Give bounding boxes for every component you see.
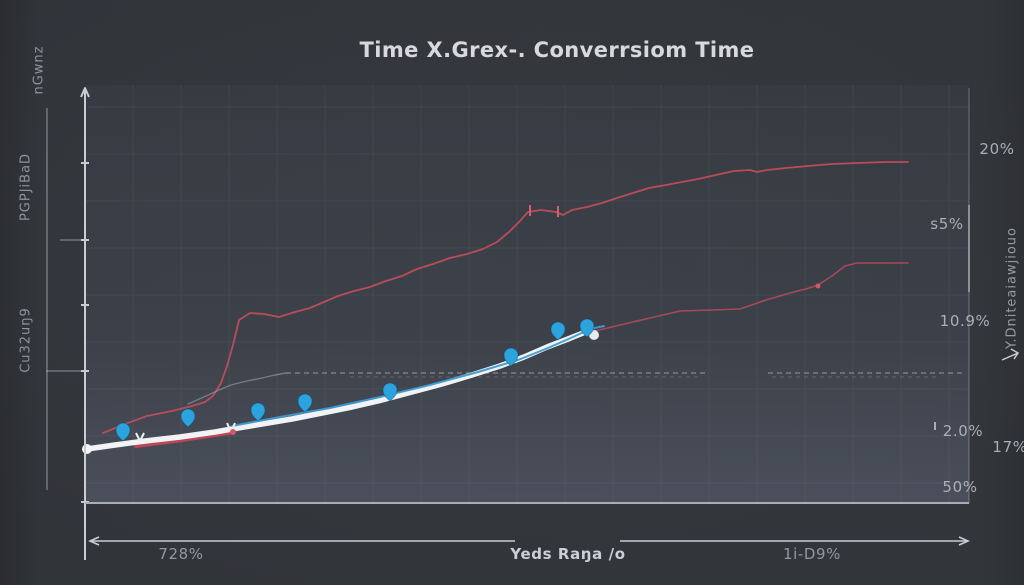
x-axis-label: Yeds Raŋa /o <box>510 545 626 563</box>
bottom-tick-label: 728% <box>158 545 204 563</box>
right-tick-label: 2.0% <box>942 422 984 440</box>
y-axis-right-label: Y.Dniteaiawjiouo <box>1004 227 1020 349</box>
chart-title: Time X.Grex-. Converrsiom Time <box>359 38 755 62</box>
pin-marker-icon <box>297 393 313 413</box>
left-axis-label: Cu32uŋ9 <box>18 307 34 373</box>
right-tick-label: 50% <box>942 478 978 496</box>
left-axis-label: PGPJiBaD <box>18 152 34 222</box>
right-tick-label: 10.9% <box>939 312 991 330</box>
pin-marker-icon <box>503 347 519 367</box>
pin-marker-icon <box>382 382 398 402</box>
bottom-tick-label: 1i-D9% <box>782 545 842 563</box>
right-tick-label: 20% <box>979 140 1015 158</box>
pin-marker-icon <box>115 422 131 442</box>
left-axis-label: nGwnz <box>31 45 47 95</box>
right-tick-label: 17% <box>992 438 1024 456</box>
pin-marker-icon <box>550 321 566 341</box>
pin-marker-icon <box>250 402 266 422</box>
pin-marker-icon <box>579 318 595 338</box>
right-tick-label: s5% <box>930 215 964 233</box>
pin-marker-icon <box>180 408 196 428</box>
